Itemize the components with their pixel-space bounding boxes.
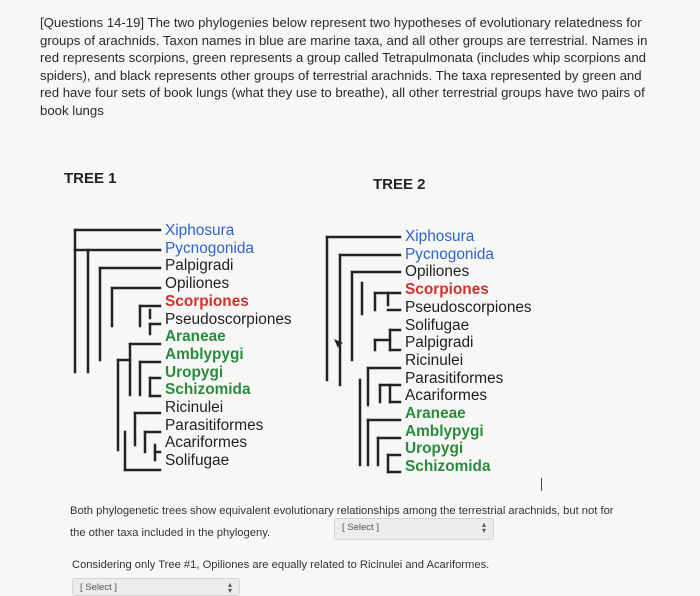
text-cursor-icon [541,478,542,491]
taxon-label: Parasitiformes [405,369,504,387]
question-1: Both phylogenetic trees show equivalent … [70,500,630,544]
taxon-label: Acariformes [405,387,488,405]
taxon-label: Schizomida [405,458,491,476]
taxon-label: Amblypygi [165,345,244,363]
taxon-label: Solifugae [405,316,470,334]
tree-2-title: TREE 2 [373,176,426,193]
taxon-label: Acariformes [165,434,248,452]
question-1-select-value: [ Select ] [342,522,379,533]
taxon-label: Opiliones [165,275,230,293]
select-arrows-icon: ▴ ▾ [481,520,486,535]
taxon-label: Palpigradi [405,334,474,352]
taxon-label: Amblypygi [405,422,484,440]
tree-1-taxa-list: Xiphosura Pycnogonida Palpigradi Opiliones S… [165,222,292,470]
taxon-label: Scorpiones [405,281,489,299]
taxon-label: Ricinulei [405,351,464,369]
taxon-label: Parasitiformes [165,416,264,434]
taxon-label: Palpigradi [165,257,234,275]
question-1-select[interactable]: [ Select ] ▴ ▾ [334,518,494,540]
tree-2-taxa-list: Xiphosura Pycnogonida Opiliones Scorpiones P… [405,228,532,476]
select-arrows-icon: ▴ ▾ [227,580,232,595]
taxon-label: Uropygi [405,440,464,458]
taxon-label: Xiphosura [165,222,235,239]
taxon-label: Pseudoscorpiones [405,298,532,316]
taxon-label: Solifugae [165,452,230,470]
taxon-label: Pycnogonida [165,239,254,257]
taxon-label: Uropygi [165,363,224,381]
taxon-label: Araneae [165,328,226,346]
taxon-label: Pseudoscorpiones [165,310,292,328]
question-2-text: Considering only Tree #1, Opiliones are … [72,559,490,571]
question-2-select-value: [ Select ] [80,582,117,593]
taxon-label: Xiphosura [405,228,475,245]
question-1-text: Both phylogenetic trees show equivalent … [70,505,614,539]
taxon-label: Opiliones [405,263,470,281]
taxon-label: Ricinulei [165,399,224,417]
tree-1-title: TREE 1 [64,170,117,187]
taxon-label: Pycnogonida [405,245,494,263]
taxon-label: Schizomida [165,381,251,399]
question-intro: [Questions 14-19] The two phylogenies be… [40,15,648,118]
taxon-label: Araneae [405,405,466,423]
question-2-select[interactable]: [ Select ] ▴ ▾ [72,578,240,596]
mouse-pointer-icon [334,339,343,348]
taxon-label: Scorpiones [165,292,249,310]
